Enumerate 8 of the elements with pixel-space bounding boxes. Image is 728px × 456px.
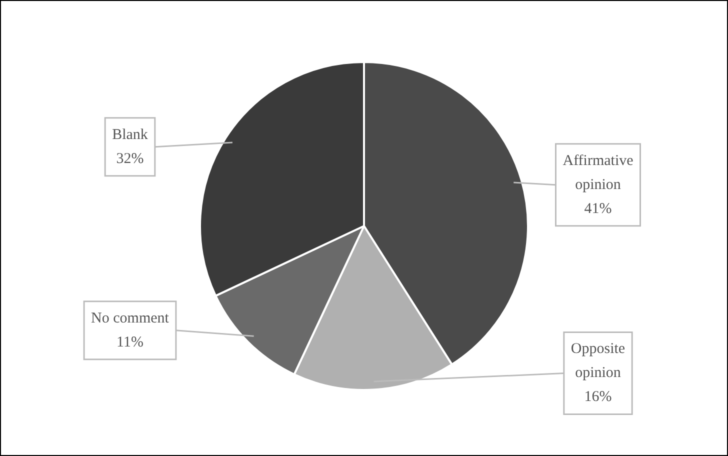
slice-label: Opposite opinion — [570, 341, 626, 382]
data-label: 11% — [116, 334, 144, 350]
slice-label: Blank — [112, 126, 148, 143]
data-label: 16% — [584, 389, 612, 406]
slice-label: Affirmative opinion — [562, 152, 634, 193]
data-label: 32% — [116, 150, 144, 167]
slice-label: No comment — [91, 310, 170, 326]
data-label: 41% — [584, 200, 612, 217]
